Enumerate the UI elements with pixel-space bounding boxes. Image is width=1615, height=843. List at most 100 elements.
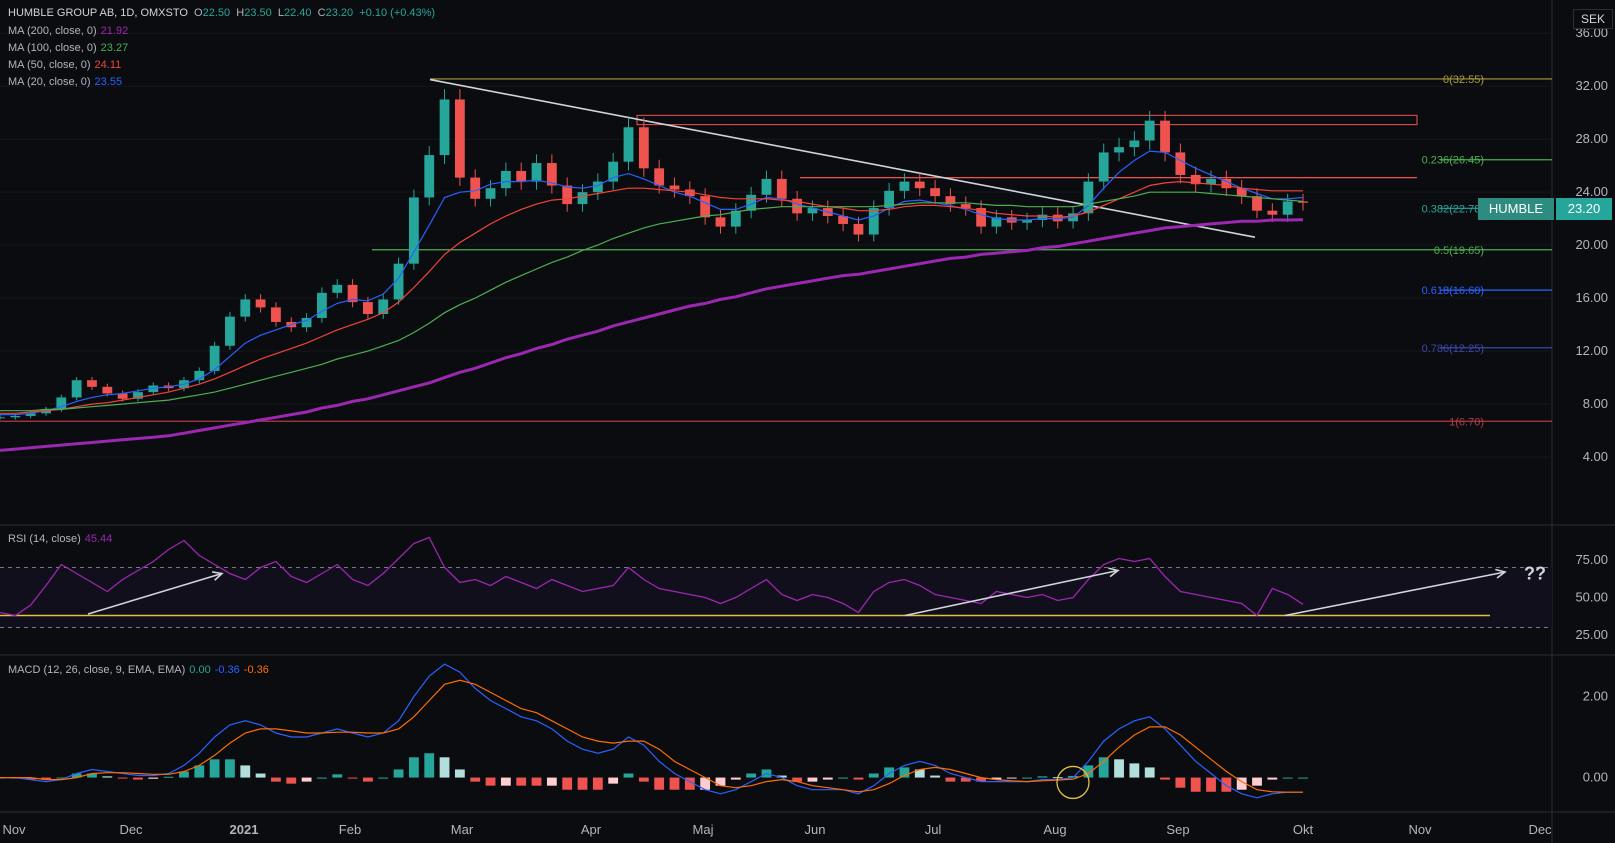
- candle-body: [669, 185, 680, 190]
- macd-histogram-bar: [807, 777, 818, 782]
- ma-legend-row[interactable]: MA (200, close, 0) 21.92: [8, 25, 129, 37]
- macd-histogram-bar: [654, 777, 665, 790]
- candle-body: [25, 413, 36, 416]
- candle-body: [271, 307, 281, 322]
- macd-histogram-bar: [225, 759, 235, 778]
- macd-histogram-bar: [1236, 777, 1247, 790]
- candle-body: [117, 393, 128, 399]
- price-tick-label: 8.00: [1583, 396, 1608, 411]
- candle-body: [347, 284, 358, 303]
- macd-histogram-bar: [194, 765, 205, 778]
- ma-line: [0, 218, 1304, 452]
- rsi-arrow: [904, 569, 1119, 617]
- currency-selector[interactable]: SEK: [1573, 9, 1613, 29]
- macd-histogram-bar: [853, 777, 864, 780]
- macd-histogram-bar: [868, 773, 879, 778]
- macd-histogram-bar: [500, 777, 511, 786]
- macd-histogram-bar: [255, 773, 266, 778]
- candle-body: [930, 188, 940, 197]
- candle-body: [700, 196, 711, 218]
- macd-histogram-bar: [470, 777, 481, 782]
- candle-body: [87, 380, 97, 387]
- macd-histogram-bar: [991, 777, 1002, 780]
- macd-histogram-bar: [485, 777, 496, 786]
- ma-legend-row[interactable]: MA (100, close, 0) 23.27: [8, 42, 129, 54]
- annotation-question: ??: [1524, 564, 1546, 584]
- macd-histogram-bar: [1022, 777, 1032, 779]
- macd-histogram-bar: [117, 777, 128, 779]
- macd-legend[interactable]: MACD (12, 26, close, 9, EMA, EMA) 0.00 -0.…: [8, 664, 269, 676]
- macd-histogram-bar: [1282, 777, 1293, 779]
- macd-crossover-circle: [1056, 765, 1090, 800]
- macd-histogram-bar: [822, 777, 833, 780]
- candle-body: [807, 208, 818, 214]
- candle-body: [914, 181, 925, 189]
- macd-histogram-bar: [179, 771, 189, 778]
- macd-histogram-bar: [1098, 757, 1109, 778]
- candle-body: [102, 386, 113, 394]
- macd-histogram-bar: [516, 777, 527, 786]
- candle-body: [0, 417, 5, 419]
- candle-body: [317, 292, 327, 318]
- macd-histogram-bar: [347, 777, 358, 779]
- macd-tick-label: 0.00: [1583, 770, 1608, 785]
- price-tick-label: 24.00: [1575, 184, 1608, 199]
- candle-body: [225, 316, 235, 346]
- macd-histogram-bar: [317, 777, 327, 779]
- macd-histogram-bar: [700, 777, 711, 790]
- macd-histogram-bar: [424, 753, 435, 778]
- macd-histogram-bar: [546, 777, 557, 786]
- rsi-legend[interactable]: RSI (14, close) 45.44: [8, 533, 113, 545]
- candle-body: [608, 161, 619, 182]
- macd-histogram-bar: [776, 775, 787, 778]
- rsi-arrow: [1284, 571, 1506, 617]
- macd-histogram-bar: [163, 776, 174, 778]
- candle-body: [1083, 181, 1094, 214]
- resistance-zone: [636, 114, 1418, 126]
- macd-histogram-bar: [133, 777, 143, 780]
- macd-histogram-bar: [25, 777, 36, 780]
- macd-histogram-bar: [1252, 777, 1262, 786]
- candle-body: [10, 415, 21, 418]
- candle-body: [41, 409, 51, 414]
- macd-histogram-bar: [301, 777, 312, 782]
- macd-histogram-bar: [1190, 777, 1201, 792]
- macd-histogram-bar: [87, 773, 97, 778]
- macd-histogram-bar: [148, 777, 159, 779]
- macd-histogram-bar: [209, 759, 220, 778]
- macd-histogram-bar: [976, 777, 986, 782]
- candle-body: [1129, 140, 1140, 148]
- candle-body: [776, 178, 787, 199]
- time-tick-label: Maj: [693, 822, 714, 837]
- candle-body: [531, 163, 542, 182]
- macd-histogram-bar: [1144, 767, 1155, 778]
- candle-body: [408, 197, 419, 264]
- candle-body: [1144, 120, 1155, 141]
- candle-body: [853, 223, 864, 235]
- candle-body: [1175, 152, 1186, 175]
- macd-histogram-bar: [271, 777, 281, 782]
- ma-legend-row[interactable]: MA (20, close, 0) 23.55: [8, 76, 123, 88]
- candle-body: [393, 263, 404, 300]
- candle-body: [363, 302, 373, 314]
- candle-body: [976, 208, 986, 227]
- ma-legend-row[interactable]: MA (50, close, 0) 24.11: [8, 59, 122, 71]
- price-tick-label: 16.00: [1575, 290, 1608, 305]
- fib-level-label: 0.236(26.45): [1422, 155, 1484, 167]
- time-tick-label: Nov: [1408, 822, 1432, 837]
- candle-body: [899, 181, 910, 191]
- macd-histogram-bar: [378, 777, 389, 779]
- macd-histogram-bar: [960, 777, 971, 782]
- candle-body: [960, 204, 971, 209]
- rsi-tick-label: 75.00: [1575, 552, 1608, 567]
- candle-body: [1267, 210, 1278, 215]
- candle-body: [332, 284, 343, 293]
- macd-histogram-bar: [792, 777, 803, 782]
- macd-histogram-bar: [393, 769, 404, 778]
- time-tick-label: Apr: [581, 822, 602, 837]
- macd-histogram-bar: [408, 757, 419, 778]
- macd-histogram-bar: [730, 777, 741, 780]
- fib-level-label: 0.618(16.60): [1422, 285, 1484, 297]
- candle-body: [470, 177, 481, 199]
